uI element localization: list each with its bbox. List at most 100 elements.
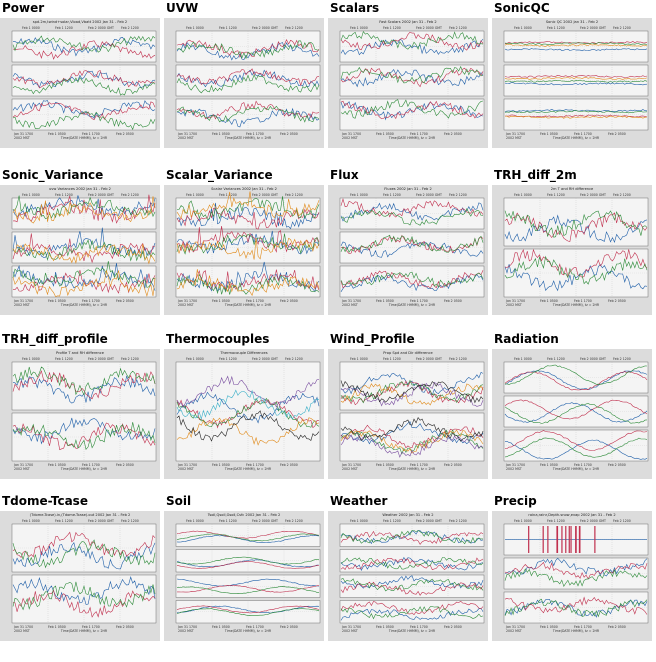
series-line xyxy=(176,578,320,587)
top-tick-label: Feb 1 0000 xyxy=(514,357,532,361)
thumbnail-scalar-variance[interactable]: Scalar_Variance Scalar Variances 2002 Jan… xyxy=(164,167,324,317)
bottom-tick-label: Feb 1 0500 xyxy=(376,132,394,136)
bottom-tick-label: Feb 1 1700 xyxy=(82,463,100,467)
top-tick-label: Feb 2 1200 xyxy=(121,26,139,30)
series-line xyxy=(12,417,156,445)
thumbnail-weather[interactable]: Weather Weather 2002 Jan 31 - Feb 2 Feb 1 … xyxy=(328,493,488,643)
thumbnail-precip[interactable]: Precip raina,rainr,Depth.snow,evap 2002 J… xyxy=(492,493,652,643)
series-line xyxy=(176,191,320,219)
bottom-tick-label: Jan 31 1700 xyxy=(13,132,33,136)
bottom-tick-label: Feb 1 1700 xyxy=(82,132,100,136)
thumbnail-wind-profile[interactable]: Wind_Profile Prop Spd and Dir difference F… xyxy=(328,331,488,481)
plot-thumbnail-image[interactable]: 2m T and RH difference Feb 1 0000 Feb 1 12… xyxy=(492,185,652,315)
bottom-tick-label: Feb 1 0500 xyxy=(212,132,230,136)
thumbnail-power[interactable]: Power spd.2m,twind+solar,Vload,Vbatt 2002… xyxy=(0,0,160,150)
thumbnail-title-link[interactable]: Scalars xyxy=(330,1,380,15)
plot-thumbnail-image[interactable]: Feb 1 0000 Feb 1 1200 Feb 2 0000 GMT Feb 2 … xyxy=(164,18,324,148)
series-line xyxy=(504,79,648,83)
thumbnail-trh-diff-2m[interactable]: TRH_diff_2m 2m T and RH difference Feb 1 0… xyxy=(492,167,652,317)
plot-thumbnail-image[interactable]: Profile T and RH difference Feb 1 0000 Feb… xyxy=(0,349,160,479)
series-line xyxy=(12,531,156,559)
thumbnail-title-link[interactable]: Power xyxy=(2,1,45,15)
thumbnail-title-link[interactable]: Radiation xyxy=(494,332,559,346)
bottom-tick-label: Feb 1 1700 xyxy=(410,625,428,629)
bottom-tick-label: Feb 1 1700 xyxy=(246,625,264,629)
series-line xyxy=(340,38,484,56)
series-line xyxy=(12,539,156,569)
thumbnail-title-link[interactable]: UVW xyxy=(166,1,199,15)
thumbnail-radiation[interactable]: Radiation Feb 1 0000 Feb 1 1200 Feb 2 0000 … xyxy=(492,331,652,481)
thumbnail-tdome-tcase[interactable]: Tdome-Tcase (Tdome-Tcase).in,(Tdome-Tcase… xyxy=(0,493,160,643)
series-line xyxy=(504,248,648,278)
series-line xyxy=(176,74,320,94)
series-line xyxy=(504,212,648,242)
year-label: 2002 MST xyxy=(178,303,194,307)
series-line xyxy=(12,589,156,618)
bottom-tick-label: Feb 1 1700 xyxy=(574,625,592,629)
thumbnail-thermocouples[interactable]: Thermocouples Thermocouple Differences Feb… xyxy=(164,331,324,481)
year-label: 2002 MST xyxy=(14,136,30,140)
series-line xyxy=(12,366,156,396)
plot-caption: Thermocouple Differences xyxy=(219,351,267,355)
thumbnail-title-link[interactable]: SonicQC xyxy=(494,1,550,15)
thumbnail-title-link[interactable]: Precip xyxy=(494,494,537,508)
series-line xyxy=(176,237,320,260)
thumbnail-soil[interactable]: Soil Tsoil,Qsoil,Gsoil,Csfc 2002 Jan 31 -… xyxy=(164,493,324,643)
series-line xyxy=(504,255,648,285)
plot-thumbnail-image[interactable]: Thermocouple Differences Feb 1 0000 Feb 1 … xyxy=(164,349,324,479)
plot-thumbnail-image[interactable]: Weather 2002 Jan 31 - Feb 2 Feb 1 0000 Feb… xyxy=(328,511,488,641)
thumbnail-sonicqc[interactable]: SonicQC Sonic QC 2002 Jan 31 - Feb 2 Feb 1… xyxy=(492,0,652,150)
bottom-tick-label: Jan 31 1700 xyxy=(505,625,525,629)
plot-thumbnail-image[interactable]: Feb 1 0000 Feb 1 1200 Feb 2 0000 GMT Feb 2 … xyxy=(492,349,652,479)
series-line xyxy=(340,429,484,454)
plot-thumbnail-image[interactable]: spd.2m,twind+solar,Vload,Vbatt 2002 Jan … xyxy=(0,18,160,148)
series-line xyxy=(504,210,648,238)
plot-thumbnail-image[interactable]: Sonic QC 2002 Jan 31 - Feb 2 Feb 1 0000 Fe… xyxy=(492,18,652,148)
thumbnail-title-link[interactable]: Scalar_Variance xyxy=(166,168,273,182)
series-line xyxy=(340,207,484,226)
x-axis-label: Time(DATE HHMM), tz = 2HR xyxy=(388,467,436,471)
thumbnail-title-link[interactable]: Wind_Profile xyxy=(330,332,415,346)
thumbnail-uvw[interactable]: UVW Feb 1 0000 Feb 1 1200 Feb 2 0000 GMT Feb… xyxy=(164,0,324,150)
bottom-tick-label: Feb 1 1700 xyxy=(82,625,100,629)
series-line xyxy=(176,605,320,614)
plot-thumbnail-image[interactable]: Tsoil,Qsoil,Gsoil,Csfc 2002 Jan 31 - Feb… xyxy=(164,511,324,641)
plot-thumbnail-image[interactable]: Fluxes 2002 Jan 31 - Feb 2 Feb 1 0000 Feb … xyxy=(328,185,488,315)
plot-svg: uvw Variances 2002 Jan 31 - Feb 2 Feb 1 0… xyxy=(11,187,157,307)
top-tick-label: Feb 1 1200 xyxy=(55,519,73,523)
series-line xyxy=(12,100,156,119)
series-line xyxy=(176,389,320,421)
bottom-tick-label: Feb 1 1700 xyxy=(410,132,428,136)
plot-thumbnail-image[interactable]: raina,rainr,Depth.snow,evap 2002 Jan 31 … xyxy=(492,511,652,641)
series-line xyxy=(340,530,484,545)
series-line xyxy=(176,226,320,254)
thumbnail-title-link[interactable]: Tdome-Tcase xyxy=(2,494,88,508)
thumbnail-title-link[interactable]: TRH_diff_profile xyxy=(2,332,108,346)
plot-thumbnail-image[interactable]: Fast Scalars 2002 Jan 31 - Feb 2 Feb 1 00… xyxy=(328,18,488,148)
thumbnail-trh-diff-profile[interactable]: TRH_diff_profile Profile T and RH differe… xyxy=(0,331,160,481)
plot-thumbnail-image[interactable]: Prop Spd and Dir difference Feb 1 0000 Feb… xyxy=(328,349,488,479)
thumbnail-title-link[interactable]: Flux xyxy=(330,168,359,182)
plot-thumbnail-image[interactable]: uvw Variances 2002 Jan 31 - Feb 2 Feb 1 0… xyxy=(0,185,160,315)
thumbnail-title-link[interactable]: Soil xyxy=(166,494,192,508)
thumbnail-title-link[interactable]: Thermocouples xyxy=(166,332,270,346)
series-line xyxy=(504,74,648,78)
top-tick-label: Feb 2 0000 GMT xyxy=(88,193,114,197)
thumbnail-title-link[interactable]: Weather xyxy=(330,494,388,508)
series-line xyxy=(176,261,320,293)
thumbnail-title-link[interactable]: TRH_diff_2m xyxy=(494,168,577,182)
series-line xyxy=(504,439,648,460)
series-line xyxy=(176,68,320,87)
series-line xyxy=(340,100,484,120)
year-label: 2002 MST xyxy=(14,629,30,633)
top-tick-label: Feb 1 1200 xyxy=(547,519,565,523)
series-line xyxy=(12,37,156,57)
thumbnail-title-link[interactable]: Sonic_Variance xyxy=(2,168,104,182)
top-tick-label: Feb 1 1200 xyxy=(547,26,565,30)
thumbnail-flux[interactable]: Flux Fluxes 2002 Jan 31 - Feb 2 Feb 1 0000… xyxy=(328,167,488,317)
plot-thumbnail-image[interactable]: (Tdome-Tcase).in,(Tdome-Tcase).out 2002 … xyxy=(0,511,160,641)
bottom-tick-label: Feb 1 1700 xyxy=(246,463,264,467)
plot-thumbnail-image[interactable]: Scalar Variances 2002 Jan 31 - Feb 2 Feb … xyxy=(164,185,324,315)
